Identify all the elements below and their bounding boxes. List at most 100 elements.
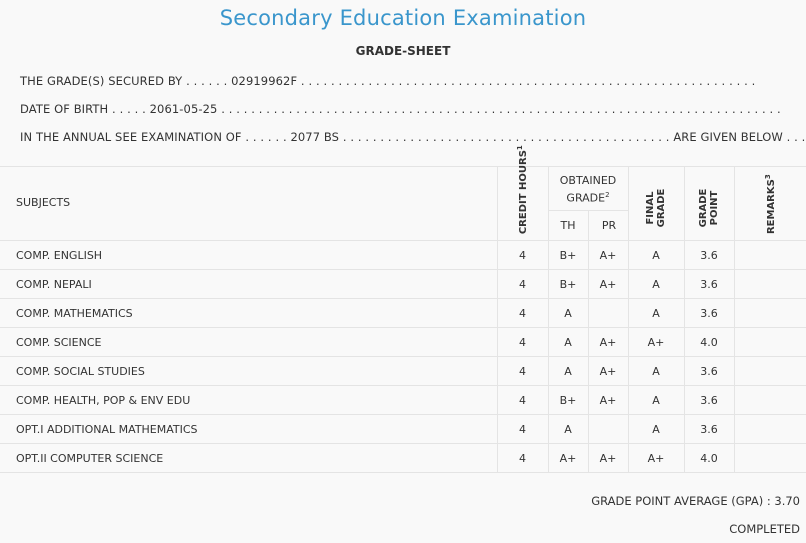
table-top-border [0,166,806,167]
grade-point-header: GRADE POINT [698,188,720,228]
th-cell: A [564,422,572,436]
final-cell: A+ [647,335,665,349]
col-divider [734,386,735,414]
col-divider [684,166,685,241]
col-divider [734,328,735,356]
table-row: COMP. ENGLISH 4 B+ A+ A 3.6 [0,240,806,269]
pr-cell [588,299,628,327]
gp-cell: 4.0 [700,335,718,349]
subject-cell: COMP. SCIENCE [16,335,102,349]
col-divider [684,270,685,298]
credit-cell: 4 [519,364,526,378]
th-cell: B+ [559,277,577,291]
col-divider [588,299,589,327]
subject-cell: COMP. MATHEMATICS [16,306,133,320]
pr-cell: A+ [599,393,617,407]
gp-cell: 4.0 [700,451,718,465]
gp-cell: 3.6 [700,306,718,320]
subjects-header: SUBJECTS [16,196,71,209]
table-bottom-border [0,472,806,473]
col-divider [497,270,498,298]
gp-cell: 3.6 [700,277,718,291]
col-divider [548,328,549,356]
table-row: COMP. SCIENCE 4 A A+ A+ 4.0 [0,327,806,356]
th-cell: A [564,335,572,349]
col-divider [734,444,735,472]
col-divider [548,386,549,414]
th-cell: A+ [559,451,577,465]
col-divider [628,386,629,414]
pr-cell: A+ [599,451,617,465]
col-divider [628,166,629,241]
pr-cell: A+ [599,335,617,349]
exam-line: IN THE ANNUAL SEE EXAMINATION OF . . . .… [20,130,806,144]
col-divider [588,357,589,385]
table-row: COMP. HEALTH, POP & ENV EDU 4 B+ A+ A 3.6 [0,385,806,414]
table-row: OPT.I ADDITIONAL MATHEMATICS 4 A A 3.6 [0,414,806,443]
table-row: COMP. SOCIAL STUDIES 4 A A+ A 3.6 [0,356,806,385]
subject-cell: COMP. SOCIAL STUDIES [16,364,145,378]
col-divider [588,386,589,414]
col-divider [684,357,685,385]
col-divider [684,299,685,327]
col-divider [588,241,589,269]
col-divider [548,444,549,472]
col-divider [684,444,685,472]
final-cell: A [652,248,660,262]
gp-cell: 3.6 [700,422,718,436]
gp-cell: 3.6 [700,248,718,262]
final-cell: A [652,422,660,436]
final-cell: A+ [647,451,665,465]
col-divider [734,166,735,241]
obtained-header: OBTAINED GRADE2 [559,174,617,205]
remarks-cell [734,241,806,269]
col-divider [497,444,498,472]
pr-header: PR [601,219,617,232]
col-divider [684,328,685,356]
remarks-cell [734,328,806,356]
col-divider [497,328,498,356]
page-title: Secondary Education Examination [219,6,587,30]
col-divider [548,166,549,241]
final-cell: A [652,306,660,320]
pr-cell: A+ [599,364,617,378]
th-cell: B+ [559,248,577,262]
result-status: COMPLETED [729,522,800,536]
pr-cell [588,415,628,443]
credit-hours-header: CREDIT HOURS1 [515,145,530,235]
th-cell: A [564,306,572,320]
col-divider [548,415,549,443]
remarks-cell [734,270,806,298]
col-divider [497,415,498,443]
col-divider [734,299,735,327]
col-divider [628,241,629,269]
col-divider [548,357,549,385]
th-cell: B+ [559,393,577,407]
col-divider [734,415,735,443]
subject-cell: OPT.I ADDITIONAL MATHEMATICS [16,422,198,436]
remarks-cell [734,444,806,472]
subject-cell: COMP. ENGLISH [16,248,103,262]
col-divider [684,415,685,443]
col-divider [497,166,498,241]
col-divider [684,386,685,414]
col-divider [628,270,629,298]
col-divider [628,444,629,472]
col-divider [588,270,589,298]
final-cell: A [652,364,660,378]
secured-by-line: THE GRADE(S) SECURED BY . . . . . . 0291… [20,74,756,88]
pr-cell: A+ [599,248,617,262]
gpa-summary: GRADE POINT AVERAGE (GPA) : 3.70 [591,494,800,508]
col-divider [588,415,589,443]
remarks-cell [734,386,806,414]
subject-cell: COMP. HEALTH, POP & ENV EDU [16,393,191,407]
credit-cell: 4 [519,335,526,349]
table-row: COMP. NEPALI 4 B+ A+ A 3.6 [0,269,806,298]
subject-cell: OPT.II COMPUTER SCIENCE [16,451,164,465]
remarks-cell [734,357,806,385]
credit-cell: 4 [519,306,526,320]
pr-cell: A+ [599,277,617,291]
col-divider [684,241,685,269]
col-divider [628,415,629,443]
subject-cell: COMP. NEPALI [16,277,92,291]
